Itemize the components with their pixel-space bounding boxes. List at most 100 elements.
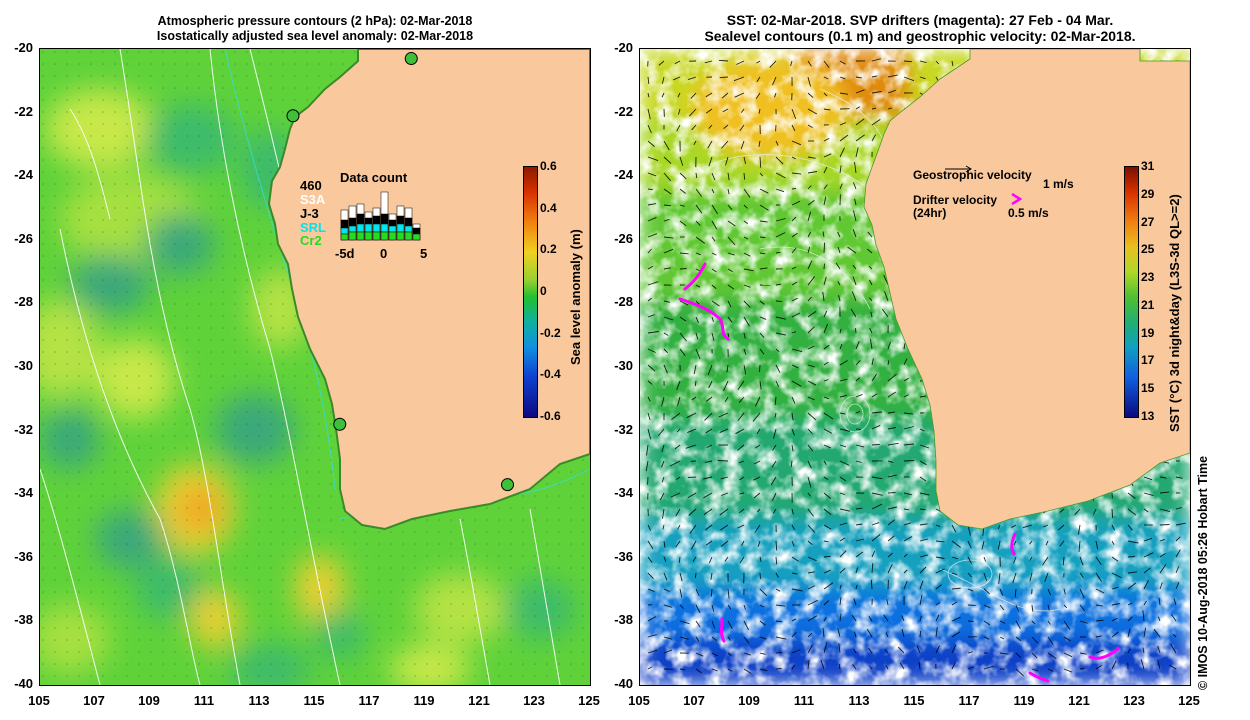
sst-colorbar-tick: 15 [1141, 381, 1155, 396]
right-lat-tick: -34 [614, 485, 633, 501]
right-lat-tick: -32 [614, 421, 633, 437]
left-lon-tick: 123 [523, 693, 545, 708]
sst-colorbar-tick: 13 [1141, 409, 1155, 423]
geostrophic-velocity-label: Geostrophic velocity [913, 168, 1032, 182]
data-count-title: Data count [340, 170, 408, 185]
drifter-velocity-label: Drifter velocity [913, 193, 998, 207]
drifter-legend-arrow [1011, 192, 1023, 206]
right-lon-tick: 123 [1123, 693, 1145, 708]
left-lon-tick: 111 [193, 693, 215, 708]
left-title-line1: Atmospheric pressure contours (2 hPa): 0… [157, 14, 473, 28]
sla-colorbar-tick: -0.4 [540, 367, 561, 382]
right-lon-tick: 121 [1068, 693, 1090, 708]
geostrophic-legend-arrow-head [965, 165, 972, 173]
right-lat-tick: -22 [614, 103, 633, 119]
tide-gauges [286, 52, 514, 492]
right-lon-tick: 105 [628, 693, 650, 708]
left-panel-title: Atmospheric pressure contours (2 hPa): 0… [40, 14, 590, 44]
left-lon-tick: 119 [413, 693, 435, 708]
sla-colorbar-tick: -0.2 [540, 325, 561, 340]
right-panel-title: SST: 02-Mar-2018. SVP drifters (magenta)… [640, 12, 1200, 44]
sea-level-anomaly-map [39, 48, 591, 686]
left-lat-tick: -20 [14, 40, 33, 55]
sst-colorbar-tick: 25 [1141, 242, 1155, 257]
left-lat-tick: -34 [14, 485, 33, 501]
right-lon-tick: 111 [793, 693, 815, 708]
right-title-line2: Sealevel contours (0.1 m) and geostrophi… [704, 28, 1136, 44]
left-lat-tick: -36 [14, 548, 33, 564]
data-count-xtick-5: 5 [420, 246, 428, 261]
left-lat-tick: -26 [14, 230, 33, 246]
left-lon-tick: 117 [358, 693, 380, 708]
right-lat-tick: -30 [614, 358, 633, 373]
left-title-line2: Isostatically adjusted sea level anomaly… [156, 29, 474, 43]
right-lat-tick: -38 [614, 612, 633, 628]
geostrophic-velocity-speed: 1 m/s [1043, 177, 1074, 191]
right-lat-tick: -28 [614, 294, 633, 310]
satellite-cr2: Cr2 [300, 233, 322, 248]
sla-colorbar-tick: -0.6 [540, 409, 561, 423]
right-lon-tick: 113 [848, 693, 870, 708]
left-lat-tick: -40 [14, 676, 33, 691]
velocity-legend [945, 165, 1023, 206]
right-title-line1: SST: 02-Mar-2018. SVP drifters (magenta)… [726, 12, 1114, 28]
drifter-velocity-speed: 0.5 m/s [1008, 206, 1049, 220]
data-count-xtick-0: 0 [380, 246, 388, 261]
sst-colorbar [1124, 166, 1139, 418]
sla-colorbar-tick: 0.6 [540, 159, 557, 173]
left-lat-tick: -32 [14, 421, 33, 437]
right-lat-tick: -20 [614, 40, 633, 55]
imos-credit: © IMOS 10-Aug-2018 05:26 Hobart Time [1196, 455, 1210, 690]
sla-colorbar-tick: 0 [540, 284, 547, 298]
sla-colorbar [523, 166, 538, 418]
tide-gauge-marker [404, 52, 418, 66]
sst-colorbar-tick: 23 [1141, 270, 1155, 285]
data-count-inset: Data count 460 S3A J-3 SRL Cr2 -5d 0 5 [295, 170, 445, 265]
satellite-s3a: S3A [300, 192, 326, 207]
left-lat-tick: -24 [14, 167, 33, 183]
left-lon-tick: 109 [138, 693, 160, 708]
left-lon-tick: 121 [468, 693, 490, 708]
satellite-j3: J-3 [300, 206, 319, 221]
left-lon-tick: 113 [248, 693, 270, 708]
sst-map [639, 48, 1191, 686]
tide-gauge-marker [333, 417, 347, 431]
tide-gauge-marker [501, 478, 514, 492]
right-lat-tick: -36 [614, 548, 633, 564]
sst-colorbar-tick: 17 [1141, 353, 1155, 368]
sst-colorbar-tick: 31 [1141, 159, 1155, 173]
sla-colorbar-label: Sea level anomaly (m) [568, 229, 583, 365]
sst-colorbar-tick: 19 [1141, 325, 1155, 340]
sst-colorbar-tick: 21 [1141, 297, 1155, 312]
data-count-xtick-minus5: -5d [335, 246, 355, 261]
left-lon-tick: 115 [303, 693, 325, 708]
sst-colorbar-label: SST (°C) 3d night&day (L3S-3d QL>=2) [1167, 194, 1182, 432]
right-lat-tick: -26 [614, 230, 633, 246]
sst-colorbar-tick: 29 [1141, 186, 1155, 201]
right-lon-tick: 115 [903, 693, 925, 708]
left-lon-tick: 107 [83, 693, 105, 708]
left-lat-tick: -30 [14, 358, 33, 373]
left-lat-tick: -28 [14, 294, 33, 310]
left-lat-tick: -38 [14, 612, 33, 628]
svp-drifter-tracks [678, 262, 1120, 683]
data-count-histogram [340, 191, 421, 241]
right-lon-tick: 117 [958, 693, 980, 708]
left-lon-tick: 125 [578, 693, 600, 708]
sst-colorbar-tick: 27 [1141, 214, 1155, 229]
sealevel-contours [699, 88, 1061, 612]
sla-colorbar-tick: 0.2 [540, 242, 557, 257]
right-lat-tick: -24 [614, 167, 633, 183]
right-lon-tick: 107 [683, 693, 705, 708]
drifter-velocity-interval: (24hr) [913, 206, 947, 220]
left-lon-tick: 105 [28, 693, 50, 708]
satellite-srl: SRL [300, 220, 326, 235]
right-lon-tick: 125 [1178, 693, 1200, 708]
right-lon-tick: 119 [1013, 693, 1035, 708]
data-count-total: 460 [300, 178, 322, 193]
right-lat-tick: -40 [614, 676, 633, 691]
histogram-bars [340, 191, 421, 241]
tide-gauge-marker [286, 109, 300, 123]
sst-map-svg [640, 49, 1190, 685]
sla-map-svg [40, 49, 590, 685]
